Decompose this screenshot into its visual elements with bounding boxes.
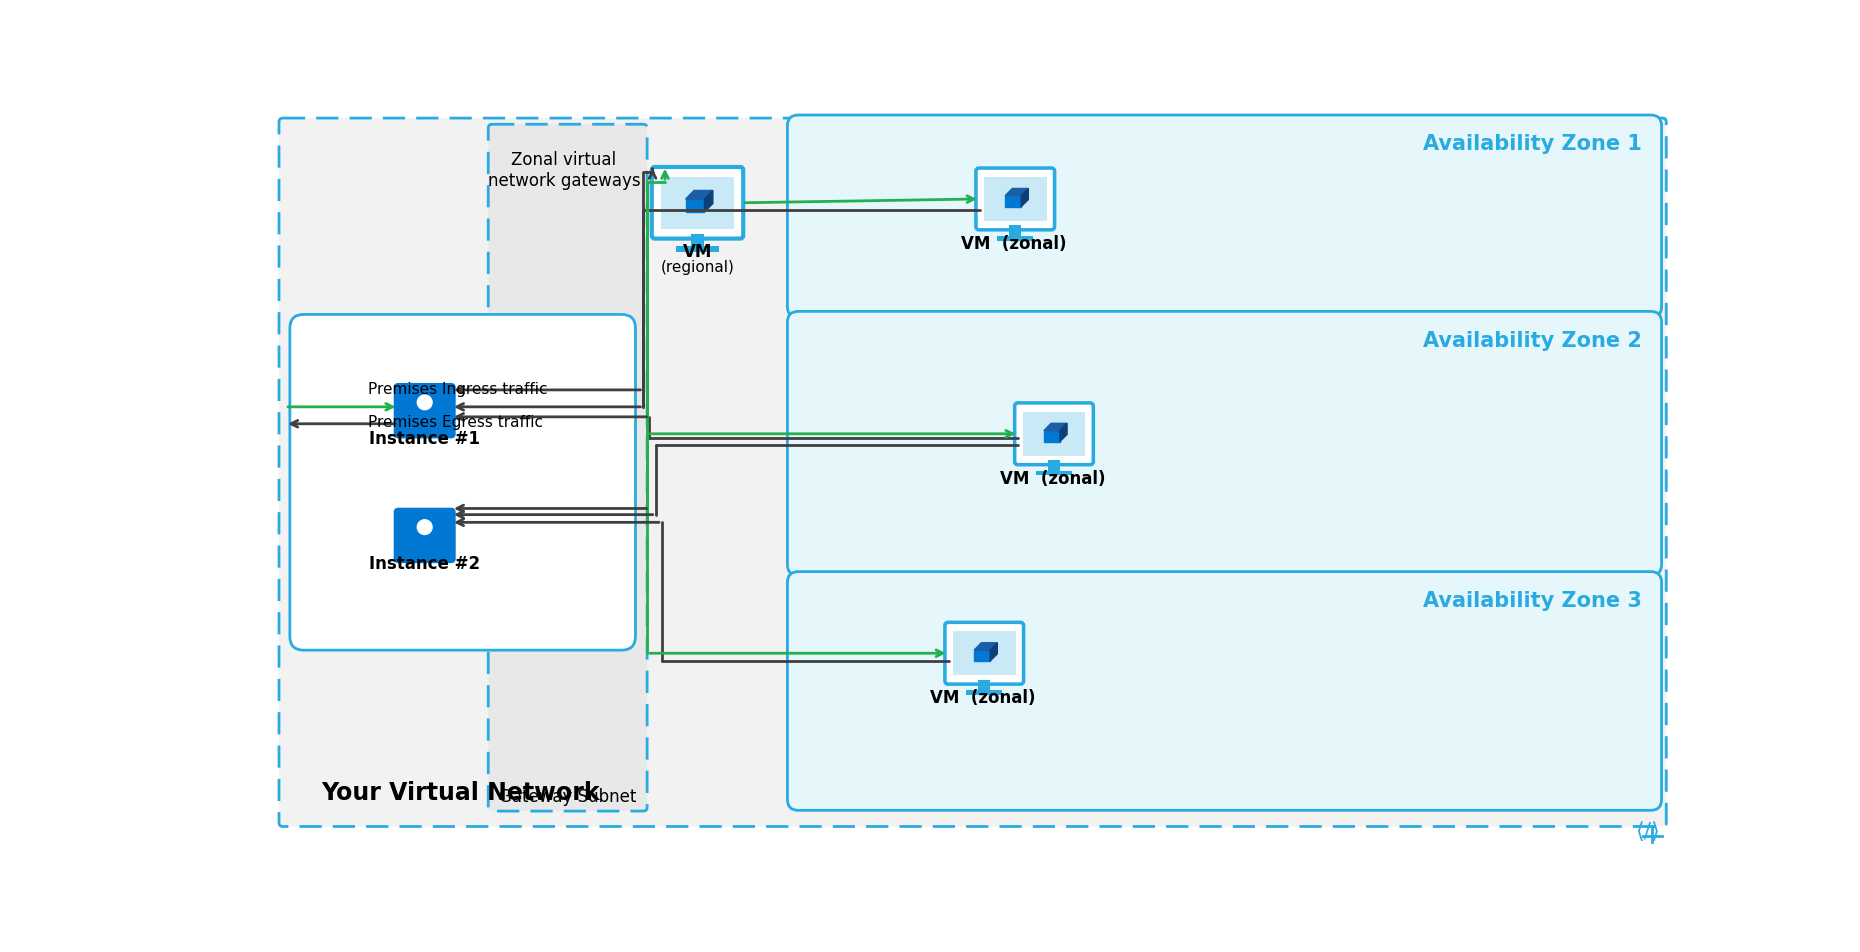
FancyBboxPatch shape [787, 115, 1661, 318]
Polygon shape [1043, 430, 1060, 442]
Text: VM  (zonal): VM (zonal) [930, 689, 1036, 707]
FancyBboxPatch shape [487, 125, 647, 811]
Circle shape [417, 520, 432, 534]
Text: VM  (zonal): VM (zonal) [962, 235, 1066, 253]
Bar [690, 234, 705, 247]
FancyBboxPatch shape [1023, 411, 1084, 456]
Bar [1047, 461, 1060, 471]
Text: VM: VM [683, 243, 712, 261]
Text: (regional): (regional) [660, 260, 735, 275]
Text: Your Virtual Network: Your Virtual Network [322, 781, 601, 805]
Text: Instance #2: Instance #2 [368, 554, 480, 572]
Text: Instance #1: Instance #1 [368, 429, 480, 447]
Polygon shape [975, 643, 997, 650]
FancyBboxPatch shape [976, 169, 1055, 229]
FancyBboxPatch shape [290, 314, 636, 650]
Text: Availability Zone 1: Availability Zone 1 [1423, 134, 1641, 154]
FancyBboxPatch shape [394, 507, 456, 564]
Text: Availability Zone 2: Availability Zone 2 [1423, 330, 1641, 350]
Polygon shape [705, 190, 712, 212]
Polygon shape [1004, 188, 1029, 196]
Polygon shape [686, 190, 712, 199]
FancyBboxPatch shape [651, 167, 744, 239]
Text: Zonal virtual
network gateways: Zonal virtual network gateways [487, 151, 640, 190]
Polygon shape [1060, 424, 1068, 442]
FancyBboxPatch shape [279, 118, 1667, 826]
FancyBboxPatch shape [394, 383, 456, 439]
FancyBboxPatch shape [1016, 403, 1094, 465]
Polygon shape [1004, 196, 1021, 207]
Bar [677, 247, 718, 251]
Text: ⟨/⟩: ⟨/⟩ [1635, 822, 1659, 842]
Bar [965, 690, 1003, 695]
FancyBboxPatch shape [984, 177, 1047, 221]
FancyBboxPatch shape [787, 311, 1661, 575]
FancyBboxPatch shape [952, 631, 1016, 676]
Text: Premises Egress traffic: Premises Egress traffic [368, 415, 543, 429]
Polygon shape [1043, 424, 1068, 430]
Text: Availability Zone 3: Availability Zone 3 [1423, 591, 1641, 611]
Polygon shape [686, 199, 705, 212]
Bar [978, 680, 990, 690]
Text: Gateway Subnet: Gateway Subnet [498, 787, 636, 805]
Bar [1036, 471, 1071, 475]
Text: Premises Ingress traffic: Premises Ingress traffic [368, 383, 547, 397]
FancyBboxPatch shape [787, 571, 1661, 810]
Bar [997, 236, 1034, 241]
Circle shape [417, 395, 432, 409]
Text: VM  (zonal): VM (zonal) [999, 470, 1105, 487]
Polygon shape [990, 643, 997, 661]
FancyBboxPatch shape [945, 623, 1023, 684]
FancyBboxPatch shape [660, 177, 735, 229]
Bar [1010, 226, 1021, 236]
Polygon shape [1021, 188, 1029, 207]
Polygon shape [975, 650, 990, 661]
